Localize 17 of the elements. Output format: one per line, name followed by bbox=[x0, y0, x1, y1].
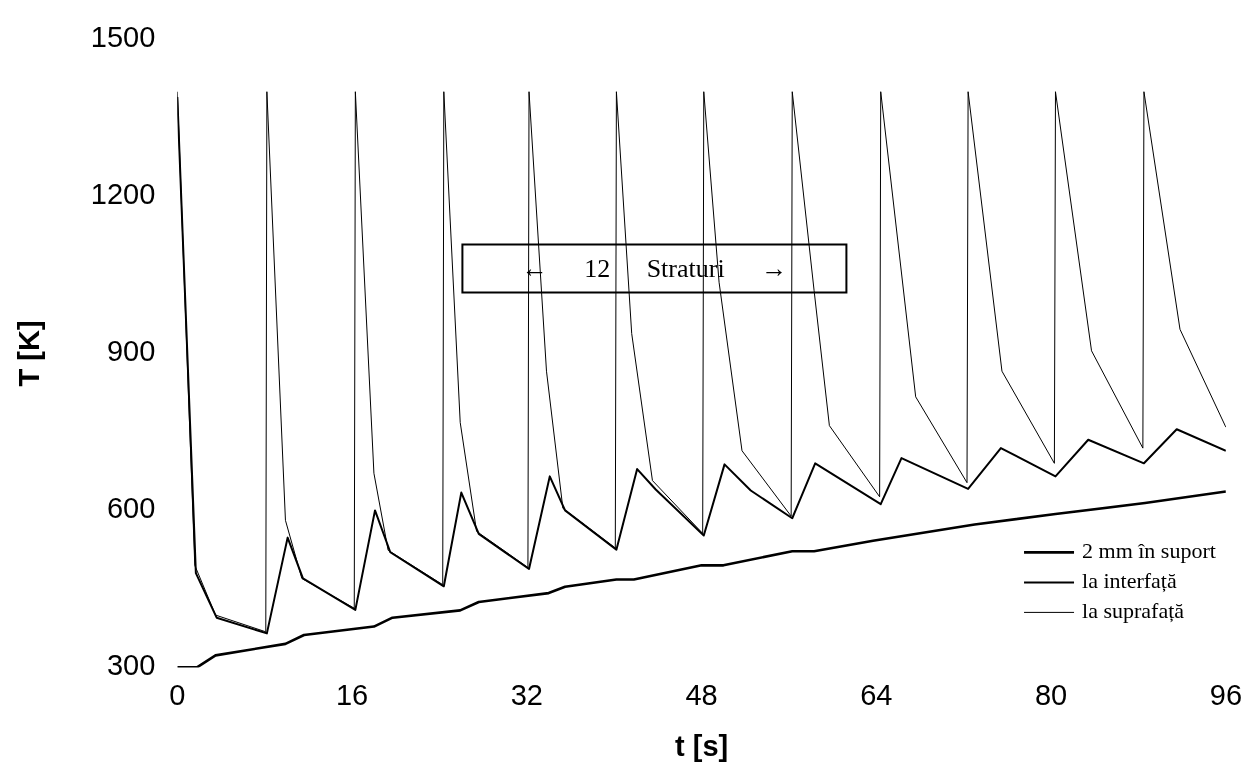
legend-label: la interfață bbox=[1082, 568, 1177, 594]
y-axis-title: T [K] bbox=[13, 320, 46, 387]
x-axis-title: t [s] bbox=[675, 729, 729, 762]
legend-label: 2 mm în suport bbox=[1082, 538, 1216, 564]
x-tick-label: 96 bbox=[1209, 678, 1242, 711]
y-tick-label: 1200 bbox=[90, 178, 156, 211]
x-tick-label: 0 bbox=[169, 678, 186, 711]
x-tick-label: 16 bbox=[335, 678, 369, 711]
y-tick-label: 900 bbox=[106, 335, 156, 368]
legend-label: la suprafață bbox=[1082, 598, 1185, 624]
y-tick-label: 600 bbox=[106, 492, 156, 525]
x-tick-label: 64 bbox=[860, 678, 893, 711]
x-tick-label: 32 bbox=[510, 678, 543, 711]
y-tick-label: 1500 bbox=[90, 21, 156, 54]
x-tick-label: 80 bbox=[1034, 678, 1068, 711]
y-tick-label: 300 bbox=[106, 649, 156, 682]
x-tick-label: 48 bbox=[685, 678, 718, 711]
